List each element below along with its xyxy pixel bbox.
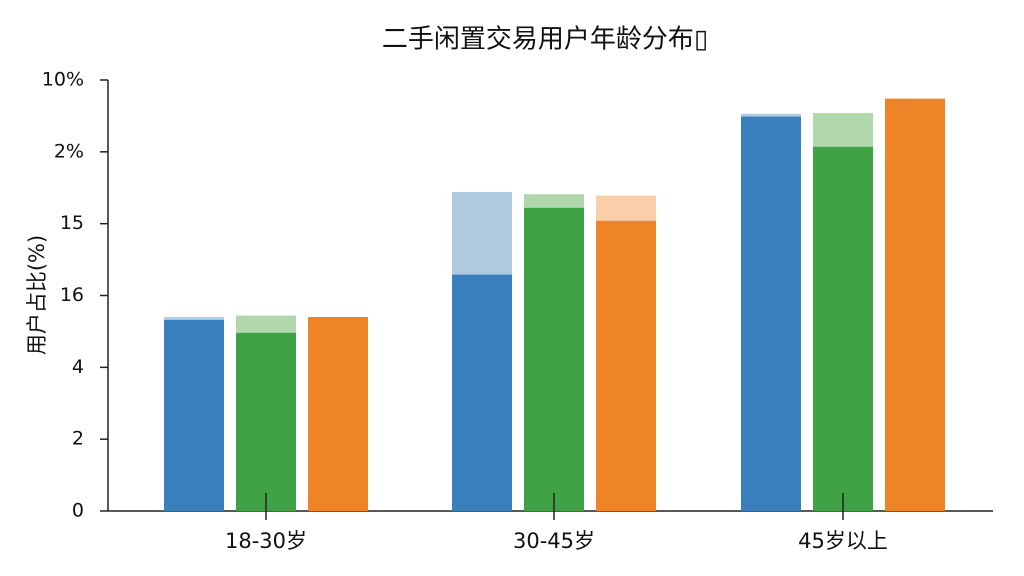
bar [813,146,873,511]
bar [596,220,656,511]
bar [236,332,296,511]
y-tick-label: 4 [72,356,84,378]
x-tick-label: 30-45岁 [513,529,595,553]
x-tick-label: 45岁以上 [798,529,888,553]
y-tick-label: 2% [54,140,84,162]
y-tick-label: 10% [42,69,84,91]
chart-title: 二手闲置交易用户年龄分布▯ [382,25,708,55]
bar [452,274,512,511]
y-tick-label: 2 [72,428,84,450]
bar [741,116,801,511]
y-tick-label: 16 [60,284,84,306]
bar [524,207,584,511]
y-tick-label: 0 [72,500,84,522]
y-axis-label: 用户占比(%) [25,235,49,355]
bar [308,317,368,511]
x-tick-label: 18-30岁 [225,529,307,553]
bar [164,319,224,511]
y-tick-label: 15 [60,212,84,234]
bar [885,98,945,511]
